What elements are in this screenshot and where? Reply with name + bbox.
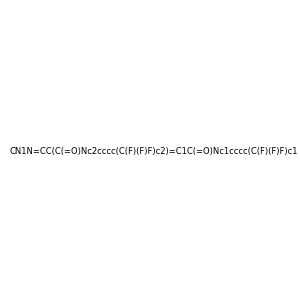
Text: CN1N=CC(C(=O)Nc2cccc(C(F)(F)F)c2)=C1C(=O)Nc1cccc(C(F)(F)F)c1: CN1N=CC(C(=O)Nc2cccc(C(F)(F)F)c2)=C1C(=O… (10, 147, 298, 156)
